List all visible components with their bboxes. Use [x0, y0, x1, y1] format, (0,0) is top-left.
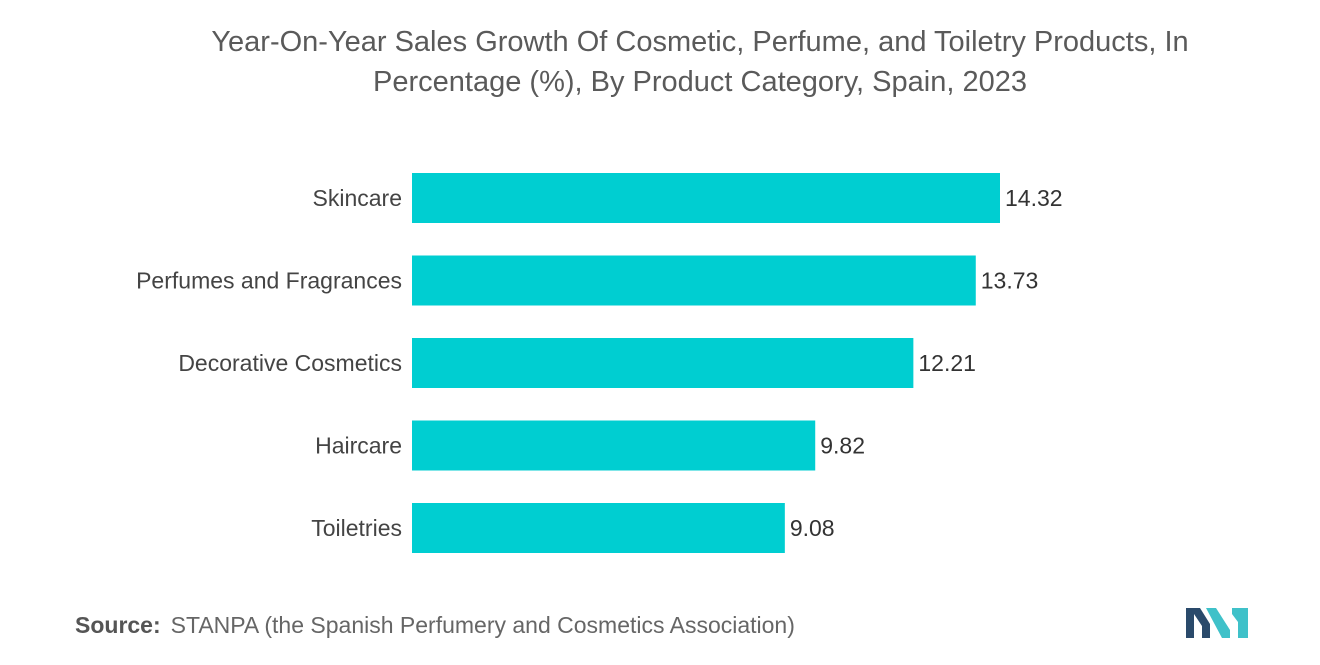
category-label: Haircare	[315, 433, 402, 459]
source-note: Source: STANPA (the Spanish Perfumery and…	[75, 612, 795, 639]
logo-middle-shape	[1206, 608, 1230, 638]
value-label: 9.82	[820, 433, 865, 459]
source-label: Source:	[75, 612, 161, 638]
chart-title: Year-On-Year Sales Growth Of Cosmetic, P…	[140, 22, 1260, 102]
category-label: Skincare	[313, 185, 402, 211]
bar-skincare	[412, 173, 1000, 223]
category-label: Perfumes and Fragrances	[136, 268, 402, 294]
bar-chart: Skincare 14.32 Perfumes and Fragrances 13.7…	[136, 173, 1063, 553]
value-label: 12.21	[918, 350, 976, 376]
value-label: 13.73	[981, 268, 1039, 294]
bar-perfumes-and-fragrances	[412, 255, 976, 306]
bar-decorative-cosmetics	[412, 338, 914, 388]
source-text: STANPA (the Spanish Perfumery and Cosmet…	[170, 612, 795, 638]
category-label: Decorative Cosmetics	[178, 350, 402, 376]
bar-toiletries	[412, 503, 785, 553]
bar-haircare	[412, 420, 816, 471]
value-label: 9.08	[790, 515, 835, 541]
value-label: 14.32	[1005, 185, 1063, 211]
brand-logo	[1186, 608, 1248, 638]
logo-left-shape	[1186, 608, 1210, 638]
chart-title-line-1: Year-On-Year Sales Growth Of Cosmetic, P…	[211, 26, 1189, 58]
logo-right-shape	[1232, 608, 1248, 638]
chart-title-line-2: Percentage (%), By Product Category, Spa…	[373, 66, 1027, 98]
category-label: Toiletries	[311, 515, 402, 541]
